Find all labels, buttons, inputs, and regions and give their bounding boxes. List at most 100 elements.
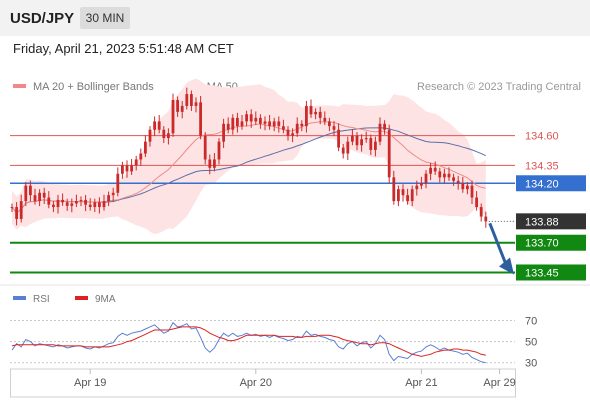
candle-body: [194, 102, 198, 106]
candle-body: [433, 167, 437, 172]
candle-body: [420, 183, 423, 186]
candle-body: [226, 123, 230, 130]
candle-body: [70, 203, 74, 206]
candles: [10, 87, 488, 228]
candle-body: [332, 126, 336, 130]
time-axis-frame: [10, 368, 516, 398]
candle-body: [217, 141, 221, 160]
candle-body: [171, 100, 175, 134]
bollinger-band: [12, 78, 486, 235]
candle-body: [153, 121, 156, 130]
candle-body: [424, 173, 428, 184]
time-tick-label: Apr 29: [483, 377, 515, 389]
candle-body: [369, 138, 373, 150]
rsi-legend-swatch-0: [13, 296, 26, 300]
resistance-level-134-60-label: 134.60: [525, 131, 559, 143]
candle-body: [286, 129, 290, 136]
chart-header: USD/JPY 30 MIN: [0, 0, 590, 36]
candle-body: [38, 192, 41, 202]
candle-body: [176, 100, 179, 112]
forecast-arrow-head: [499, 257, 514, 275]
candle-body: [410, 189, 414, 202]
candle-body: [479, 207, 483, 217]
time-tick-label: Apr 19: [74, 377, 106, 389]
support-level-133-45-tag: [516, 264, 586, 281]
candle-body: [98, 202, 101, 208]
candle-body: [277, 121, 281, 127]
candle-body: [19, 201, 23, 219]
candle-body: [139, 153, 143, 160]
candle-body: [249, 114, 253, 122]
candle-body: [125, 165, 129, 172]
candle-body: [351, 135, 354, 142]
candle-body: [65, 202, 69, 206]
candle-body: [378, 123, 382, 142]
candle-body: [282, 126, 285, 130]
candle-body: [52, 204, 55, 208]
candle-body: [199, 102, 202, 136]
candle-body: [337, 129, 340, 148]
candle-body: [84, 199, 87, 205]
resistance-level-134-35-label: 134.35: [525, 160, 559, 172]
candle-body: [107, 195, 110, 202]
rsi-line: [11, 321, 486, 364]
candle-body: [75, 201, 78, 204]
candle-body: [121, 165, 124, 174]
candle-body: [157, 121, 161, 130]
candle-body: [208, 159, 212, 168]
candle-body: [185, 94, 189, 106]
watermark: Research © 2023 Trading Central: [417, 81, 581, 93]
candle-body: [148, 129, 152, 142]
candle-body: [406, 195, 409, 202]
candle-body: [346, 141, 350, 154]
candle-body: [213, 159, 216, 168]
candle-body: [167, 133, 170, 139]
candle-body: [392, 177, 396, 202]
rsi-tick-70: 70: [525, 316, 537, 328]
candle-body: [116, 173, 120, 193]
rsi-9ma-line: [11, 326, 486, 357]
candle-body: [475, 197, 478, 208]
candle-body: [429, 167, 432, 174]
support-level-133-45-label: 133.45: [525, 267, 559, 279]
candle-body: [364, 138, 368, 140]
candle-body: [93, 202, 97, 208]
candle-body: [438, 171, 442, 178]
last-price-label: 133.88: [525, 216, 559, 228]
candle-body: [447, 173, 451, 178]
candle-body: [314, 111, 317, 115]
candle-body: [33, 195, 37, 202]
candle-body: [180, 105, 184, 112]
candle-body: [291, 133, 294, 136]
candle-body: [328, 121, 331, 127]
pivot-level-134-20-tag: [516, 175, 586, 192]
candle-body: [254, 117, 258, 122]
candle-body: [56, 199, 60, 208]
time-tick-label: Apr 21: [405, 377, 437, 389]
candle-body: [134, 159, 138, 166]
candle-body: [10, 207, 14, 209]
candle-body: [309, 105, 313, 115]
candle-body: [240, 121, 244, 127]
time-tick-label: Apr 20: [240, 377, 272, 389]
candle-body: [415, 185, 419, 190]
candle-body: [111, 192, 115, 196]
legend-swatch-0: [13, 84, 26, 88]
candle-body: [24, 185, 28, 202]
last-price-tag: [516, 213, 586, 230]
timeframe-button[interactable]: 30 MIN: [80, 7, 130, 29]
candle-body: [360, 139, 363, 146]
candle-body: [452, 177, 455, 181]
candle-body: [305, 105, 308, 127]
candle-body: [231, 117, 235, 130]
candle-body: [456, 180, 460, 184]
candle-body: [130, 165, 133, 172]
candle-body: [374, 141, 377, 150]
candle-body: [162, 129, 166, 139]
candle-body: [190, 94, 193, 106]
candle-body: [259, 117, 262, 124]
candle-body: [484, 216, 488, 222]
candle-body: [300, 123, 304, 127]
candle-body: [466, 185, 469, 190]
